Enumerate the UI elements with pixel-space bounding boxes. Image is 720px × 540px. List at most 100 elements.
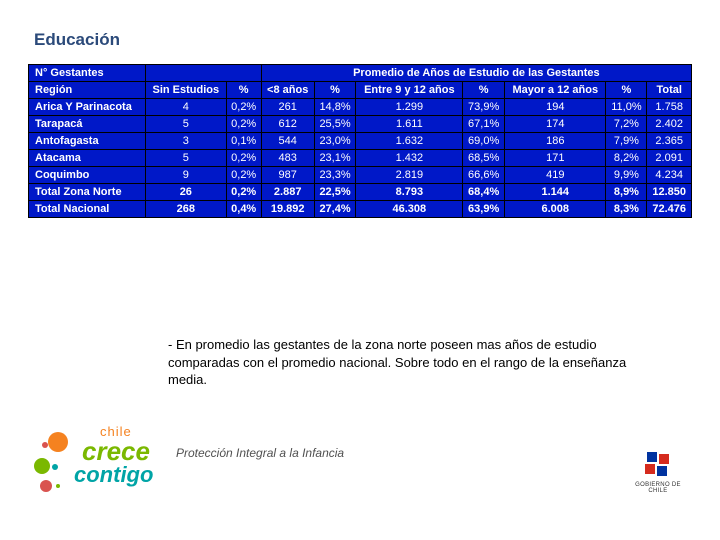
data-cell: 9: [146, 167, 227, 184]
col-h-1: %: [226, 82, 261, 99]
data-cell: 68,5%: [463, 150, 505, 167]
logo-chile-crece-contigo: chile crece contigo: [36, 418, 186, 496]
data-cell: 171: [505, 150, 606, 167]
data-cell: 0,2%: [226, 99, 261, 116]
table-row: Arica Y Parinacota40,2%26114,8%1.29973,9…: [29, 99, 692, 116]
gestantes-table: N° Gestantes Promedio de Años de Estudio…: [28, 64, 692, 218]
data-cell: 3: [146, 133, 227, 150]
data-cell: 2.402: [647, 116, 692, 133]
data-cell: 419: [505, 167, 606, 184]
data-cell: 8,3%: [606, 201, 647, 218]
data-cell: 12.850: [647, 184, 692, 201]
data-cell: 186: [505, 133, 606, 150]
data-cell: 4.234: [647, 167, 692, 184]
data-cell: 0,4%: [226, 201, 261, 218]
table-row: Total Nacional2680,4%19.89227,4%46.30863…: [29, 201, 692, 218]
table-row: Coquimbo90,2%98723,3%2.81966,6%4199,9%4.…: [29, 167, 692, 184]
col-promedio: Promedio de Años de Estudio de las Gesta…: [261, 65, 691, 82]
data-cell: 987: [261, 167, 314, 184]
data-cell: 0,2%: [226, 184, 261, 201]
data-cell: 72.476: [647, 201, 692, 218]
region-cell: Total Zona Norte: [29, 184, 146, 201]
data-cell: 8,2%: [606, 150, 647, 167]
data-cell: 2.819: [356, 167, 463, 184]
data-cell: 23,3%: [314, 167, 356, 184]
data-cell: 268: [146, 201, 227, 218]
data-cell: 483: [261, 150, 314, 167]
logo-text-contigo: contigo: [74, 462, 153, 488]
region-cell: Atacama: [29, 150, 146, 167]
footnote-text: - En promedio las gestantes de la zona n…: [168, 336, 628, 389]
table-body: Arica Y Parinacota40,2%26114,8%1.29973,9…: [29, 99, 692, 218]
data-cell: 9,9%: [606, 167, 647, 184]
col-region: Región: [29, 82, 146, 99]
flag-icon: [645, 452, 671, 478]
col-blank1: [146, 65, 262, 82]
data-cell: 8,9%: [606, 184, 647, 201]
data-cell: 7,2%: [606, 116, 647, 133]
col-h-3: %: [314, 82, 356, 99]
data-cell: 2.365: [647, 133, 692, 150]
data-cell: 22,5%: [314, 184, 356, 201]
col-h-8: Total: [647, 82, 692, 99]
data-cell: 25,5%: [314, 116, 356, 133]
region-cell: Coquimbo: [29, 167, 146, 184]
data-cell: 261: [261, 99, 314, 116]
data-cell: 63,9%: [463, 201, 505, 218]
region-cell: Tarapacá: [29, 116, 146, 133]
data-cell: 23,0%: [314, 133, 356, 150]
subtitle-text: Protección Integral a la Infancia: [176, 446, 344, 460]
data-cell: 0,1%: [226, 133, 261, 150]
data-cell: 1.432: [356, 150, 463, 167]
data-table-container: N° Gestantes Promedio de Años de Estudio…: [28, 64, 692, 218]
data-cell: 5: [146, 150, 227, 167]
col-gestantes: N° Gestantes: [29, 65, 146, 82]
table-row: Total Zona Norte260,2%2.88722,5%8.79368,…: [29, 184, 692, 201]
page-title: Educación: [34, 30, 120, 50]
data-cell: 2.091: [647, 150, 692, 167]
data-cell: 11,0%: [606, 99, 647, 116]
col-h-6: Mayor a 12 años: [505, 82, 606, 99]
table-row: Antofagasta30,1%54423,0%1.63269,0%1867,9…: [29, 133, 692, 150]
data-cell: 23,1%: [314, 150, 356, 167]
data-cell: 26: [146, 184, 227, 201]
data-cell: 1.758: [647, 99, 692, 116]
data-cell: 194: [505, 99, 606, 116]
data-cell: 1.144: [505, 184, 606, 201]
data-cell: 612: [261, 116, 314, 133]
region-cell: Arica Y Parinacota: [29, 99, 146, 116]
data-cell: 8.793: [356, 184, 463, 201]
logo-gobierno-chile: GOBIERNO DE CHILE: [628, 452, 688, 494]
data-cell: 67,1%: [463, 116, 505, 133]
col-h-5: %: [463, 82, 505, 99]
data-cell: 7,9%: [606, 133, 647, 150]
table-row: Atacama50,2%48323,1%1.43268,5%1718,2%2.0…: [29, 150, 692, 167]
region-cell: Antofagasta: [29, 133, 146, 150]
data-cell: 5: [146, 116, 227, 133]
col-h-7: %: [606, 82, 647, 99]
table-row: Tarapacá50,2%61225,5%1.61167,1%1747,2%2.…: [29, 116, 692, 133]
data-cell: 174: [505, 116, 606, 133]
data-cell: 1.611: [356, 116, 463, 133]
data-cell: 19.892: [261, 201, 314, 218]
data-cell: 1.632: [356, 133, 463, 150]
region-cell: Total Nacional: [29, 201, 146, 218]
data-cell: 46.308: [356, 201, 463, 218]
data-cell: 0,2%: [226, 167, 261, 184]
data-cell: 544: [261, 133, 314, 150]
col-h-4: Entre 9 y 12 años: [356, 82, 463, 99]
data-cell: 0,2%: [226, 150, 261, 167]
data-cell: 0,2%: [226, 116, 261, 133]
data-cell: 1.299: [356, 99, 463, 116]
data-cell: 14,8%: [314, 99, 356, 116]
data-cell: 6.008: [505, 201, 606, 218]
data-cell: 73,9%: [463, 99, 505, 116]
data-cell: 69,0%: [463, 133, 505, 150]
data-cell: 68,4%: [463, 184, 505, 201]
col-h-2: <8 años: [261, 82, 314, 99]
data-cell: 2.887: [261, 184, 314, 201]
col-h-0: Sin Estudios: [146, 82, 227, 99]
gobierno-label: GOBIERNO DE CHILE: [628, 482, 688, 494]
data-cell: 27,4%: [314, 201, 356, 218]
data-cell: 4: [146, 99, 227, 116]
